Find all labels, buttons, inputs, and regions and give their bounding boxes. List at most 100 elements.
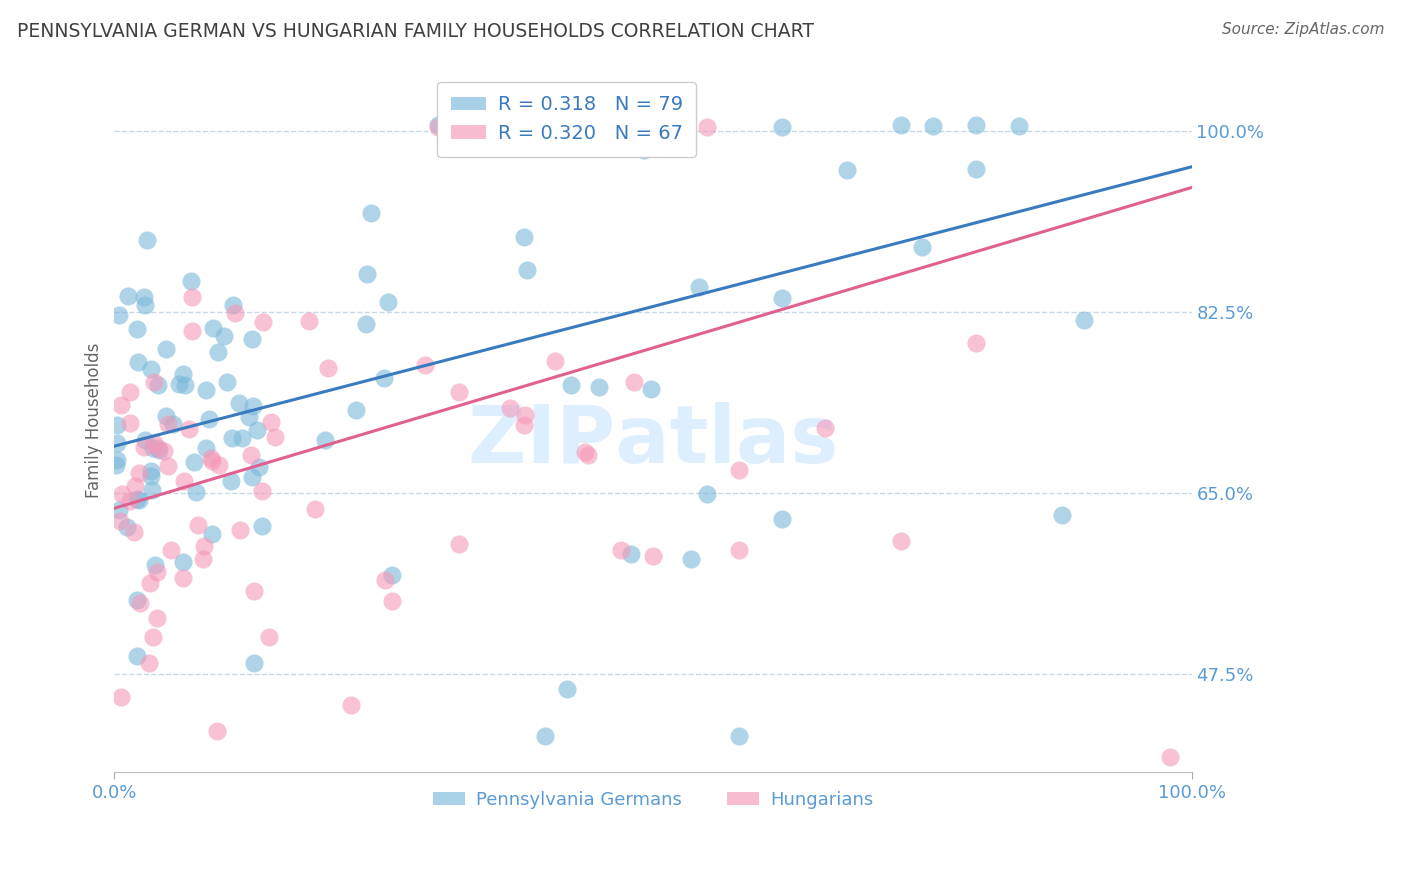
Point xyxy=(212,329,235,343)
Point xyxy=(246,423,269,437)
Point xyxy=(260,415,283,429)
Point xyxy=(200,451,222,466)
Point xyxy=(141,483,163,497)
Point xyxy=(110,690,132,704)
Point xyxy=(609,542,631,557)
Point xyxy=(449,537,471,551)
Point xyxy=(340,698,363,712)
Point xyxy=(426,120,449,135)
Y-axis label: Family Households: Family Households xyxy=(86,343,103,498)
Point xyxy=(231,431,253,445)
Point xyxy=(240,332,263,346)
Point xyxy=(965,161,987,176)
Point xyxy=(141,469,163,483)
Point xyxy=(641,549,664,563)
Point xyxy=(641,120,664,134)
Point xyxy=(544,354,567,368)
Point xyxy=(172,368,194,382)
Point xyxy=(143,375,166,389)
Point xyxy=(555,682,578,697)
Point xyxy=(250,519,273,533)
Point xyxy=(688,280,710,294)
Point xyxy=(623,375,645,389)
Point xyxy=(770,511,793,525)
Point xyxy=(377,295,399,310)
Point xyxy=(172,571,194,585)
Point xyxy=(193,539,215,553)
Point xyxy=(252,483,274,498)
Point xyxy=(143,435,166,450)
Point xyxy=(728,542,751,557)
Point xyxy=(640,383,662,397)
Point xyxy=(129,596,152,610)
Point xyxy=(162,417,184,431)
Point xyxy=(728,729,751,743)
Point xyxy=(252,315,274,329)
Point xyxy=(1073,313,1095,327)
Point xyxy=(146,611,169,625)
Legend: Pennsylvania Germans, Hungarians: Pennsylvania Germans, Hungarians xyxy=(426,783,880,816)
Point xyxy=(134,298,156,312)
Point xyxy=(155,409,177,423)
Point xyxy=(1159,749,1181,764)
Text: ZIP​atlas: ZIP​atlas xyxy=(468,402,838,481)
Point xyxy=(118,385,141,400)
Point xyxy=(110,398,132,412)
Point xyxy=(1052,508,1074,523)
Point xyxy=(136,233,159,247)
Point xyxy=(298,314,321,328)
Point xyxy=(187,517,209,532)
Point xyxy=(1008,120,1031,134)
Point xyxy=(240,470,263,484)
Point xyxy=(965,119,987,133)
Point xyxy=(143,558,166,573)
Point xyxy=(202,321,225,335)
Point xyxy=(108,514,131,528)
Point xyxy=(128,466,150,480)
Point xyxy=(574,445,596,459)
Point xyxy=(146,441,169,455)
Point xyxy=(728,462,751,476)
Point xyxy=(217,375,239,389)
Point xyxy=(449,385,471,400)
Point xyxy=(890,119,912,133)
Point xyxy=(890,534,912,549)
Point xyxy=(413,358,436,372)
Point xyxy=(224,305,246,319)
Point xyxy=(194,442,217,456)
Point xyxy=(105,458,128,472)
Point xyxy=(259,630,281,644)
Point xyxy=(620,547,643,561)
Point xyxy=(148,442,170,457)
Point xyxy=(120,417,142,431)
Point xyxy=(172,555,194,569)
Point xyxy=(128,492,150,507)
Point xyxy=(142,442,165,456)
Point xyxy=(139,464,162,478)
Point xyxy=(770,291,793,305)
Point xyxy=(173,474,195,488)
Point xyxy=(696,487,718,501)
Text: PENNSYLVANIA GERMAN VS HUNGARIAN FAMILY HOUSEHOLDS CORRELATION CHART: PENNSYLVANIA GERMAN VS HUNGARIAN FAMILY … xyxy=(17,22,814,41)
Point xyxy=(534,729,557,743)
Point xyxy=(180,274,202,288)
Point xyxy=(360,206,382,220)
Point xyxy=(696,120,718,135)
Point xyxy=(228,396,250,410)
Point xyxy=(105,418,128,433)
Point xyxy=(965,335,987,350)
Point xyxy=(122,525,145,540)
Point xyxy=(242,399,264,413)
Point xyxy=(770,120,793,135)
Point xyxy=(523,121,546,136)
Point xyxy=(516,263,538,277)
Point xyxy=(181,290,204,304)
Point xyxy=(127,492,149,507)
Point xyxy=(588,380,610,394)
Point xyxy=(599,120,621,134)
Point xyxy=(118,494,141,508)
Point xyxy=(373,371,395,385)
Point xyxy=(177,422,200,436)
Point xyxy=(633,143,655,157)
Point xyxy=(127,355,149,369)
